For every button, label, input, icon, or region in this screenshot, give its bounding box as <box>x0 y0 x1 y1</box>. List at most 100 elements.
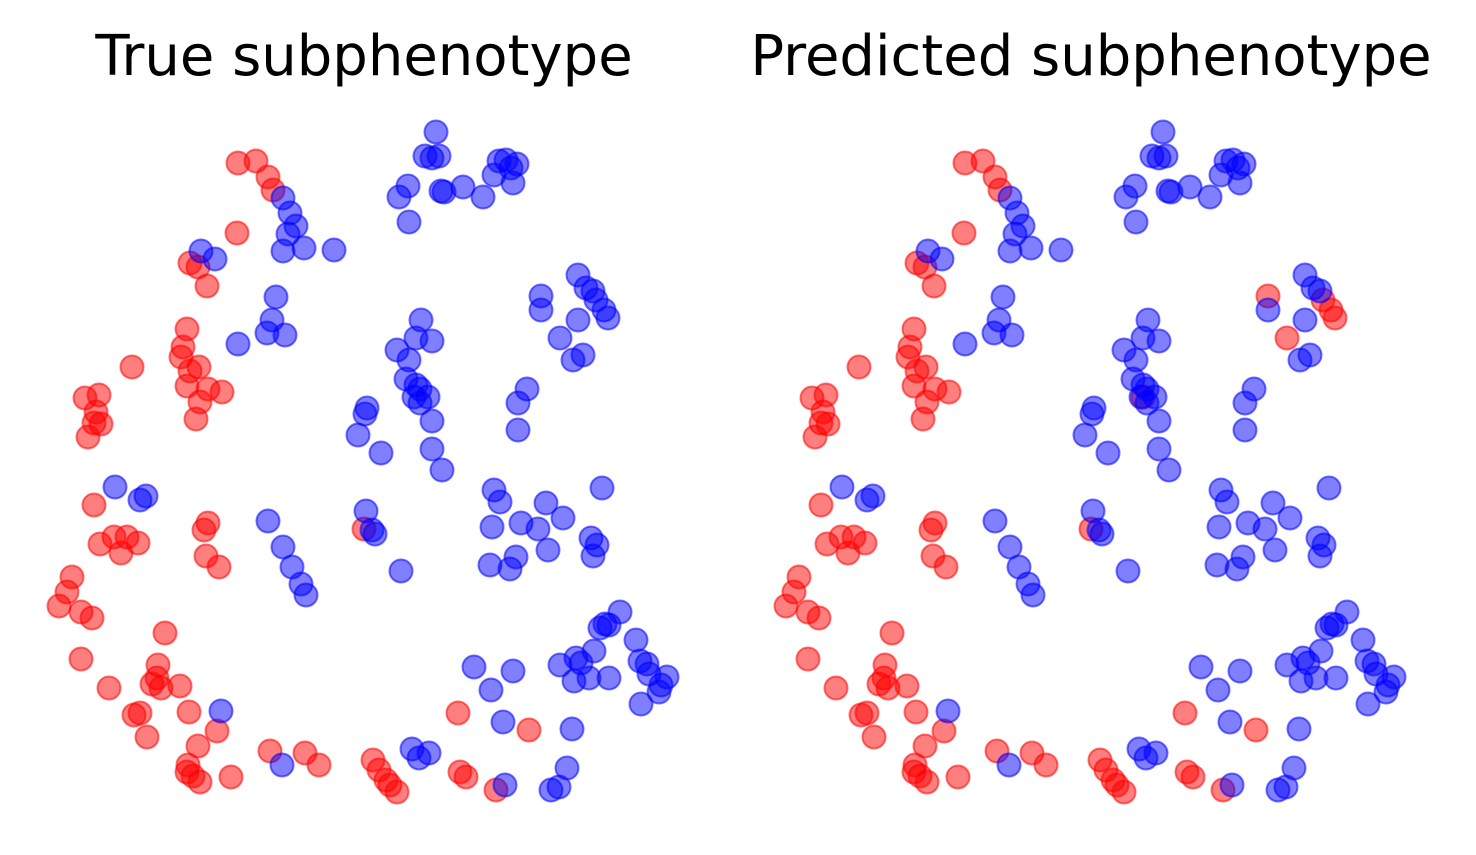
scatter-point <box>497 556 523 582</box>
scatter-point <box>1146 436 1172 462</box>
scatter-point <box>183 406 209 432</box>
scatter-point <box>1134 390 1160 416</box>
scatter-point <box>272 322 298 348</box>
scatter-point <box>945 764 971 790</box>
scatter-point <box>1033 752 1059 778</box>
scatter-point <box>1274 325 1300 351</box>
scatter-point <box>587 615 613 641</box>
scatter-point <box>931 718 957 744</box>
scatter-point <box>815 411 841 437</box>
scatter-point <box>492 772 518 798</box>
scatter-point <box>1308 638 1334 664</box>
scatter-point <box>500 658 526 684</box>
scatter-point <box>487 489 513 515</box>
scatter-point <box>910 406 936 432</box>
scatter-point <box>1232 417 1258 443</box>
scatter-point <box>505 390 531 416</box>
scatter-point <box>936 379 962 405</box>
scatter-point <box>293 582 319 608</box>
scatter-point <box>384 779 410 805</box>
scatter-point <box>96 675 122 701</box>
scatter-point <box>773 593 799 619</box>
scatter-point <box>1115 558 1141 584</box>
scatter-point <box>547 325 573 351</box>
scatter-point <box>560 347 586 373</box>
scatter-point <box>187 769 213 795</box>
scatter-plot-true <box>46 119 680 805</box>
scatter-point <box>894 673 920 699</box>
scatter-point <box>1208 162 1234 188</box>
scatter-point <box>453 764 479 790</box>
scatter-point <box>1307 543 1333 569</box>
scatter-point <box>1146 408 1172 434</box>
scatter-point <box>951 220 977 246</box>
scatter-point <box>191 517 217 543</box>
scatter-point <box>1146 145 1172 171</box>
scatter-point <box>1262 537 1288 563</box>
scatter-point <box>596 665 622 691</box>
scatter-point <box>306 752 332 778</box>
scatter-point <box>269 752 295 778</box>
scatter-point <box>102 474 128 500</box>
scatter-point <box>1205 677 1231 703</box>
panel-predicted: Predicted subphenotype <box>750 24 1432 805</box>
scatter-point <box>1265 777 1291 803</box>
scatter-point <box>406 745 432 771</box>
scatter-point <box>1197 184 1223 210</box>
scatter-point <box>81 492 107 518</box>
scatter-point <box>996 752 1022 778</box>
scatter-point <box>997 238 1023 264</box>
scatter-point <box>1172 700 1198 726</box>
scatter-point <box>46 593 72 619</box>
scatter-point <box>152 620 178 646</box>
scatter-point <box>1277 505 1303 531</box>
scatter-point <box>1316 475 1342 501</box>
scatter-point <box>1177 174 1203 200</box>
scatter-point <box>470 184 496 210</box>
scatter-point <box>806 605 832 631</box>
scatter-point <box>1214 489 1240 515</box>
scatter-point <box>429 457 455 483</box>
scatter-point <box>477 552 503 578</box>
scatter-point <box>879 620 905 646</box>
scatter-point <box>1086 517 1112 543</box>
scatter-point <box>1260 490 1286 516</box>
scatter-point <box>1113 184 1139 210</box>
scatter-point <box>550 505 576 531</box>
scatter-point <box>1355 691 1381 717</box>
scatter-point <box>914 769 940 795</box>
scatter-point <box>490 709 516 735</box>
scatter-point <box>79 605 105 631</box>
scatter-point <box>528 297 554 323</box>
scatter-point <box>918 517 944 543</box>
scatter-point <box>478 677 504 703</box>
scatter-point <box>1322 305 1348 331</box>
scatter-point <box>935 698 961 724</box>
scatter-point <box>255 508 281 534</box>
scatter-point <box>1227 658 1253 684</box>
scatter-point <box>1111 779 1137 805</box>
scatter-point <box>982 508 1008 534</box>
scatter-point <box>450 174 476 200</box>
scatter-point <box>419 408 445 434</box>
scatter-point <box>407 390 433 416</box>
scatter-point <box>861 724 887 750</box>
scatter-point <box>202 246 228 272</box>
scatter-point <box>194 273 220 299</box>
scatter-point <box>533 490 559 516</box>
scatter-point <box>1307 278 1333 304</box>
scatter-point <box>903 699 929 725</box>
scatter-point <box>808 492 834 518</box>
scatter-point <box>646 679 672 705</box>
scatter-point <box>1130 325 1156 351</box>
scatter-point <box>1156 457 1182 483</box>
scatter-point <box>1292 307 1318 333</box>
scatter-point <box>1123 209 1149 235</box>
scatter-point <box>396 209 422 235</box>
scatter-point <box>88 411 114 437</box>
scatter-point <box>461 654 487 680</box>
scatter-point <box>559 716 585 742</box>
scatter-point <box>565 307 591 333</box>
scatter-point <box>1373 679 1399 705</box>
